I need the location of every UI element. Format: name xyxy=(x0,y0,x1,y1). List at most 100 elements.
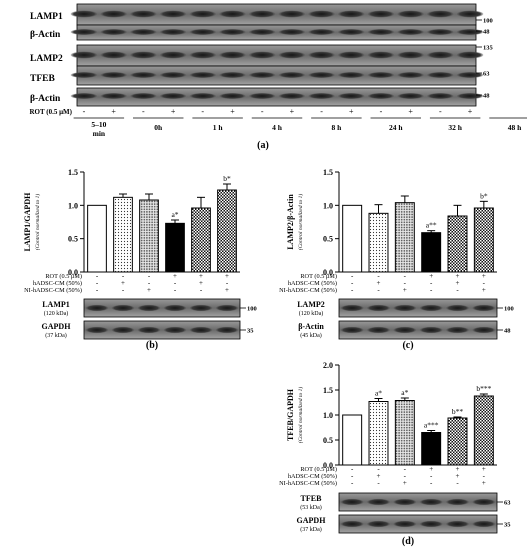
blot-band xyxy=(397,10,424,18)
condition-label: hADSC-CM (50%) xyxy=(288,280,337,287)
panel-a-bands xyxy=(70,10,484,99)
bar xyxy=(342,204,363,273)
blot-band xyxy=(189,326,213,334)
condition-label: NI-hADSC-CM (50%) xyxy=(24,287,82,294)
time-label: 32 h xyxy=(448,123,462,132)
blot-band xyxy=(456,51,484,59)
y-tick-label: 0.0 xyxy=(68,268,78,277)
condition-label: NI-hADSC-CM (50%) xyxy=(279,287,337,294)
blot-band xyxy=(248,93,276,99)
y-tick-label: 0.5 xyxy=(323,235,333,244)
condition-sign: + xyxy=(225,286,229,294)
significance-label: a** xyxy=(426,221,437,230)
bar xyxy=(394,202,415,273)
blot-band xyxy=(445,498,470,506)
blot-band xyxy=(426,51,454,59)
blot-band xyxy=(248,29,276,35)
blot-band xyxy=(426,93,454,99)
blot-band xyxy=(100,51,128,59)
mw-marker: 35 xyxy=(247,328,254,335)
y-tick-label: 0.5 xyxy=(323,436,333,445)
condition-sign: + xyxy=(429,465,433,473)
blot-band xyxy=(130,51,157,59)
rot-sign: - xyxy=(201,107,204,116)
blot-band xyxy=(308,93,335,99)
bar xyxy=(447,417,468,466)
rot-sign: - xyxy=(439,107,442,116)
bar xyxy=(473,395,494,466)
blot-band xyxy=(248,72,276,78)
blot-band xyxy=(445,304,470,312)
blot-band xyxy=(419,498,443,506)
bar xyxy=(139,199,159,273)
condition-sign: + xyxy=(482,479,486,487)
blot-band xyxy=(159,29,187,35)
blot-band xyxy=(340,498,364,506)
condition-sign: + xyxy=(199,272,203,280)
condition-sign: - xyxy=(430,472,433,480)
y-axis-sublabel: (Control normalized to 1) xyxy=(34,194,41,251)
panel-label: (c) xyxy=(402,340,413,351)
blot-band xyxy=(397,72,424,78)
condition-sign: - xyxy=(351,286,354,294)
y-tick-label: 1.5 xyxy=(68,168,78,177)
condition-sign: - xyxy=(174,286,177,294)
condition-sign: - xyxy=(377,465,380,473)
rot-signs-a: - + - + - + - + - + - + - + xyxy=(83,107,473,116)
blot-band xyxy=(337,10,365,18)
blot-band xyxy=(189,93,217,99)
blot-band xyxy=(366,326,391,334)
blot-band xyxy=(70,51,98,59)
blot-band xyxy=(456,10,484,18)
blot-band xyxy=(130,29,157,35)
blot-band xyxy=(100,29,128,35)
bar xyxy=(368,401,389,466)
condition-sign: - xyxy=(122,272,125,280)
mw-marker: 48 xyxy=(483,29,490,36)
significance-label: b** xyxy=(452,407,464,416)
blot-band xyxy=(219,72,246,78)
blot-band xyxy=(130,10,157,18)
condition-sign: - xyxy=(351,272,354,280)
blot-label-beta-actin-2: β-Actin xyxy=(30,94,61,104)
panel-label: (b) xyxy=(146,340,158,351)
chart-panel-b: 0.0 0.5 1.0 1.5 LAMP1/GAPDH (Control normaliz… xyxy=(23,168,257,351)
blot-name: LAMP2 xyxy=(297,300,325,309)
blot-band xyxy=(100,93,128,99)
y-axis-sublabel: (Control normalized to 1) xyxy=(297,387,304,444)
condition-sign: - xyxy=(404,272,407,280)
blot-band xyxy=(419,520,443,528)
condition-sign: + xyxy=(429,272,433,280)
blot-name: β-Actin xyxy=(298,322,324,331)
blot-band xyxy=(472,304,496,312)
condition-sign: - xyxy=(404,465,407,473)
blot-band xyxy=(393,326,417,334)
blot-band xyxy=(445,326,470,334)
rot-sign: + xyxy=(290,107,295,116)
blot-band xyxy=(340,326,364,334)
y-tick-label: 0.0 xyxy=(323,461,333,470)
condition-sign: - xyxy=(430,286,433,294)
blot-label-lamp2: LAMP2 xyxy=(30,54,63,64)
blot-band xyxy=(340,304,364,312)
blot-band xyxy=(337,29,365,35)
blot-band xyxy=(189,51,217,59)
blot-kda: (120 kDa) xyxy=(44,310,69,317)
blot-label-beta-actin-1: β-Actin xyxy=(30,30,61,40)
y-axis-label: TFEB/GAPDH xyxy=(286,388,295,441)
blot-band xyxy=(367,93,395,99)
y-tick-label: 2.0 xyxy=(323,361,333,370)
rot-sign: + xyxy=(171,107,176,116)
time-label: 24 h xyxy=(389,123,403,132)
condition-sign: + xyxy=(199,279,203,287)
blot-band xyxy=(445,520,470,528)
blot-band xyxy=(111,326,135,334)
condition-sign: + xyxy=(456,272,460,280)
blot-band xyxy=(163,304,187,312)
blot-band xyxy=(278,72,306,78)
bar xyxy=(473,207,494,273)
panel-label-a: (a) xyxy=(257,140,269,151)
blot-band xyxy=(159,72,187,78)
blot-name: GAPDH xyxy=(42,322,72,331)
